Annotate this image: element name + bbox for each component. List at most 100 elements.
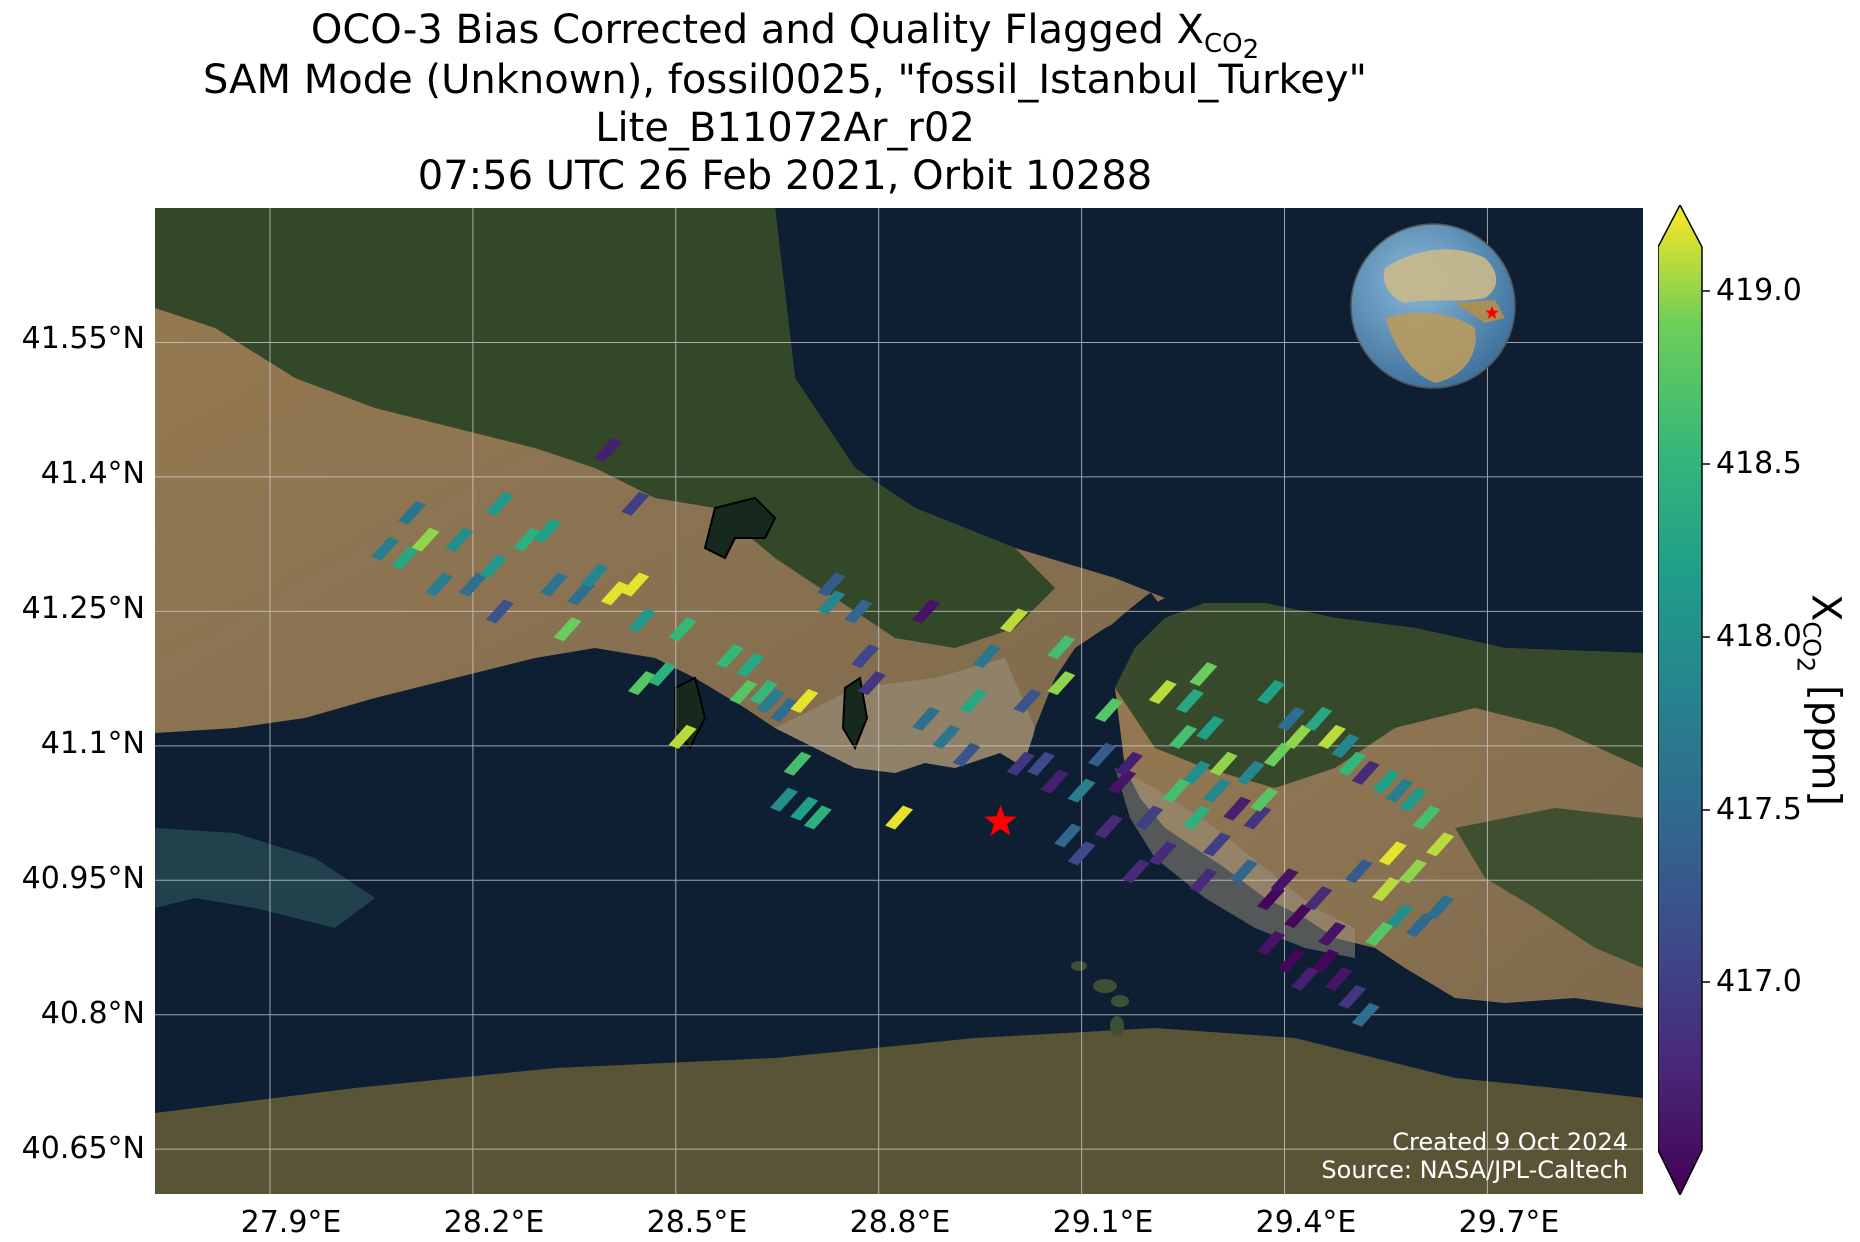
colorbar xyxy=(1658,205,1710,1195)
footprint xyxy=(553,617,582,642)
footprint xyxy=(803,805,832,830)
footprint xyxy=(411,527,440,552)
footprint xyxy=(1338,984,1367,1009)
footprint xyxy=(1027,751,1056,776)
lon-tick-label: 28.2°E xyxy=(443,1205,545,1240)
footprint xyxy=(1087,742,1116,767)
footprint xyxy=(1257,886,1285,911)
footprint xyxy=(1169,724,1198,749)
satellite-map xyxy=(155,208,1643,1194)
lat-tick-label: 41.55°N xyxy=(21,321,145,356)
footprint xyxy=(932,724,961,749)
footprint xyxy=(952,742,981,767)
footprint xyxy=(533,518,562,543)
footprint xyxy=(1202,832,1231,857)
footprint xyxy=(1148,680,1177,705)
footprint xyxy=(749,680,778,705)
footprint xyxy=(1013,689,1042,713)
colorbar-tick-label: 418.5 xyxy=(1716,446,1802,481)
footprint xyxy=(1304,706,1333,731)
footprint xyxy=(445,527,474,552)
colorbar-tick-label: 418.0 xyxy=(1716,619,1802,654)
footprint xyxy=(648,662,677,687)
footprint xyxy=(1385,778,1414,803)
lat-tick-label: 41.4°N xyxy=(40,456,145,491)
footprint xyxy=(1236,760,1265,785)
footprint xyxy=(594,438,623,463)
forest-southeast xyxy=(1455,808,1643,968)
footprint xyxy=(1317,724,1346,749)
xco2-footprints xyxy=(370,438,1455,1027)
footprint xyxy=(1243,805,1272,830)
colorbar-title: XCO2 [ppm] xyxy=(1791,593,1849,807)
forest-north xyxy=(155,208,1055,648)
footprint xyxy=(885,805,913,830)
footprint xyxy=(1229,859,1258,884)
chart-title-line1: OCO-3 Bias Corrected and Quality Flagged… xyxy=(310,7,1260,66)
credit-created: Created 9 Oct 2024 xyxy=(1392,1128,1628,1156)
lat-tick-label: 41.25°N xyxy=(21,591,145,626)
lat-tick-label: 41.1°N xyxy=(40,726,145,761)
footprint xyxy=(959,689,988,713)
footprint xyxy=(756,689,785,713)
footprint xyxy=(1324,966,1353,991)
footprint xyxy=(479,554,508,579)
footprint xyxy=(621,491,650,516)
lon-tick-label: 27.9°E xyxy=(240,1205,342,1240)
footprint xyxy=(425,572,454,597)
footprint xyxy=(1290,966,1319,991)
footprint xyxy=(485,599,514,624)
footprint xyxy=(1121,859,1150,884)
footprint xyxy=(770,697,799,722)
footprint xyxy=(817,572,846,597)
footprint xyxy=(817,590,846,615)
footprint xyxy=(1378,841,1407,866)
colorbar-tick-label: 417.5 xyxy=(1716,792,1802,827)
footprint xyxy=(513,527,541,552)
footprint xyxy=(1304,886,1333,911)
footprint xyxy=(1182,805,1211,830)
footprint xyxy=(1385,904,1414,929)
footprint xyxy=(1162,778,1191,803)
footprint xyxy=(1426,895,1455,920)
footprint xyxy=(790,796,819,821)
chart-title-line4: 07:56 UTC 26 Feb 2021, Orbit 10288 xyxy=(417,153,1153,199)
footprint xyxy=(1067,778,1096,803)
footprint xyxy=(398,500,427,525)
footprint xyxy=(1284,724,1313,749)
footprint xyxy=(1399,787,1428,812)
footprint xyxy=(370,536,399,561)
footprint xyxy=(1371,877,1400,902)
footprint xyxy=(1277,706,1306,731)
footprint xyxy=(1182,760,1211,785)
lon-tick-label: 29.1°E xyxy=(1052,1205,1154,1240)
footprint xyxy=(600,581,629,606)
footprint xyxy=(1047,671,1076,696)
footprint xyxy=(567,581,596,606)
lon-tick-label: 29.4°E xyxy=(1255,1205,1357,1240)
footprint xyxy=(1094,697,1123,722)
footprint xyxy=(999,608,1028,633)
south-shore xyxy=(155,1028,1643,1194)
lon-tick-label: 28.5°E xyxy=(646,1205,748,1240)
footprint xyxy=(1094,814,1123,839)
bosphorus xyxy=(1018,592,1160,790)
footprint xyxy=(1148,841,1177,866)
footprint xyxy=(1371,769,1400,794)
lon-tick-label: 29.7°E xyxy=(1458,1205,1560,1240)
footprint xyxy=(1135,805,1164,830)
footprint xyxy=(851,644,880,669)
footprint xyxy=(668,617,697,642)
globe-star-marker xyxy=(1485,306,1499,319)
footprint xyxy=(1270,868,1299,893)
chart-title-line3: Lite_B11072Ar_r02 xyxy=(595,105,975,151)
footprint xyxy=(458,572,487,597)
footprint xyxy=(857,671,886,696)
footprint xyxy=(1257,680,1285,705)
footprint xyxy=(1067,841,1096,866)
footprint xyxy=(1040,769,1069,794)
footprint xyxy=(1223,796,1252,821)
footprint xyxy=(391,545,420,570)
footprint xyxy=(790,689,819,713)
colorbar-tick-label: 417.0 xyxy=(1716,964,1802,999)
